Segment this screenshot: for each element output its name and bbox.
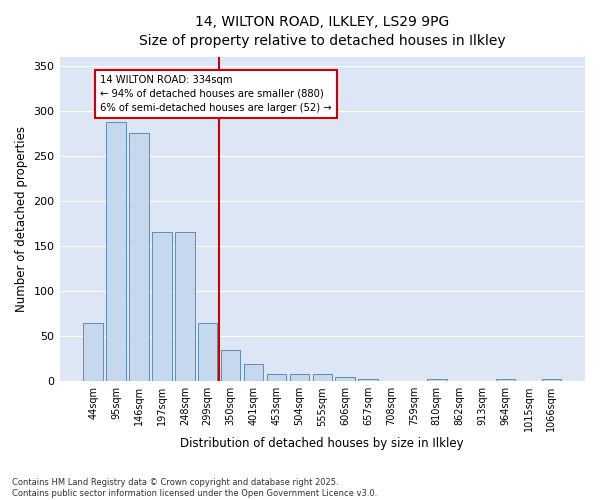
Bar — [542, 380, 561, 381]
Text: Contains HM Land Registry data © Crown copyright and database right 2025.
Contai: Contains HM Land Registry data © Crown c… — [12, 478, 377, 498]
Bar — [358, 378, 378, 381]
Bar — [290, 374, 309, 381]
Bar — [221, 350, 241, 381]
Bar — [175, 232, 194, 381]
Title: 14, WILTON ROAD, ILKLEY, LS29 9PG
Size of property relative to detached houses i: 14, WILTON ROAD, ILKLEY, LS29 9PG Size o… — [139, 15, 506, 48]
Bar — [496, 380, 515, 381]
Bar — [198, 322, 217, 381]
Bar — [313, 374, 332, 381]
Bar — [106, 122, 126, 381]
Bar — [83, 322, 103, 381]
Bar — [244, 364, 263, 381]
Bar — [129, 134, 149, 381]
X-axis label: Distribution of detached houses by size in Ilkley: Distribution of detached houses by size … — [181, 437, 464, 450]
Y-axis label: Number of detached properties: Number of detached properties — [15, 126, 28, 312]
Text: 14 WILTON ROAD: 334sqm
← 94% of detached houses are smaller (880)
6% of semi-det: 14 WILTON ROAD: 334sqm ← 94% of detached… — [100, 74, 332, 112]
Bar — [335, 376, 355, 381]
Bar — [427, 380, 446, 381]
Bar — [152, 232, 172, 381]
Bar — [267, 374, 286, 381]
